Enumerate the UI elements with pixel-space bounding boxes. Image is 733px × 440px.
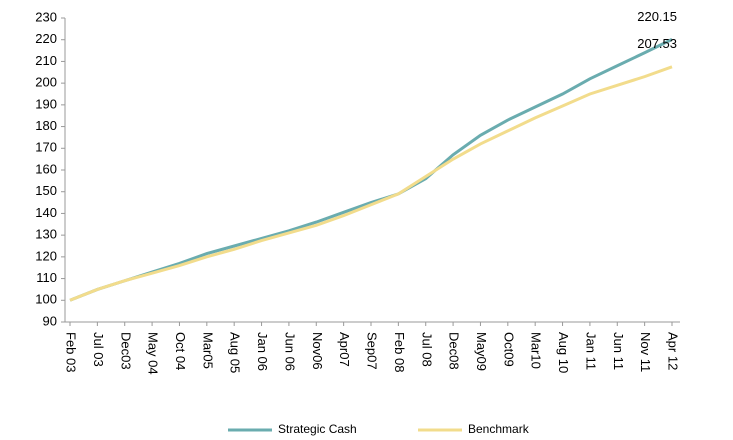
y-tick-label: 160 [35,161,57,176]
y-tick-label: 200 [35,75,57,90]
x-tick-label: Oct09 [501,332,516,367]
x-tick-label: Dec03 [118,332,133,370]
x-tick-label: Jul 03 [91,332,106,367]
y-tick-label: 210 [35,53,57,68]
x-tick-label: Feb 08 [392,332,407,372]
x-tick-label: Jul 08 [419,332,434,367]
x-tick-label: Feb 03 [64,332,79,372]
y-tick-label: 110 [36,270,57,285]
legend-label: Strategic Cash [278,422,357,436]
y-tick-label: 220 [35,31,57,46]
y-tick-label: 230 [35,9,57,24]
x-tick-label: Sep07 [365,332,380,370]
x-tick-label: Jan 11 [583,332,598,370]
legend-label: Benchmark [468,422,530,436]
x-tick-label: Jun 06 [282,332,297,371]
end-label: 207.53 [637,36,677,51]
y-tick-label: 90 [43,313,57,328]
y-tick-label: 170 [35,140,57,155]
y-tick-label: 150 [35,183,57,198]
x-tick-label: Apr 12 [666,332,681,370]
x-tick-label: Aug 10 [556,332,571,373]
x-tick-label: Apr07 [337,332,352,367]
x-tick-label: Jan 06 [255,332,270,371]
x-tick-label: Nov 11 [638,332,653,372]
y-tick-label: 100 [35,292,57,307]
x-tick-label: Nov06 [310,332,325,370]
x-tick-label: Mar10 [529,332,544,369]
x-tick-label: Oct 04 [173,332,188,370]
y-tick-label: 130 [35,227,57,242]
x-tick-label: Mar05 [200,332,215,369]
y-tick-label: 140 [35,205,57,220]
y-tick-label: 190 [35,96,57,111]
x-tick-label: Dec08 [447,332,462,370]
end-label: 220.15 [637,9,677,24]
y-tick-label: 180 [35,118,57,133]
y-tick-label: 120 [35,248,57,263]
x-tick-label: Aug 05 [228,332,243,373]
x-tick-label: May09 [474,332,489,371]
x-tick-label: May 04 [146,332,161,375]
x-tick-label: Jun 11 [611,332,626,370]
line [69,38,673,302]
line [69,65,673,302]
